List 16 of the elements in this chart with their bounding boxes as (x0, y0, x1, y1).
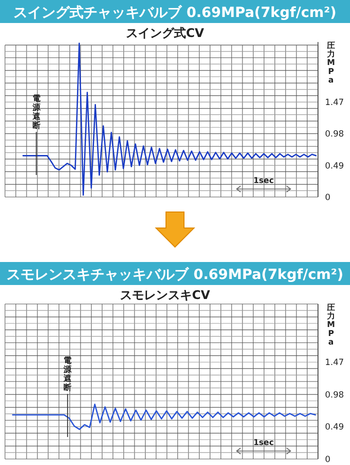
annotation: 1sec (253, 176, 274, 185)
y-tick-label: 1.47 (325, 98, 344, 108)
y-axis-title: 圧力MPa (326, 41, 336, 84)
y-axis-title: 圧力MPa (326, 303, 336, 346)
chart-subtitle: スイング式CV (126, 26, 205, 40)
y-tick-label: 0.98 (325, 130, 344, 140)
chart-subtitle: スモレンスキCV (120, 288, 211, 302)
y-tick-label: 0.98 (325, 390, 344, 400)
chart-title: スモレンスキチャッキバルブ 0.69MPa(7kgf/cm²) (6, 266, 344, 283)
y-tick-label: 1.47 (325, 358, 344, 368)
y-tick-label: 0 (325, 455, 330, 465)
y-tick-label: 0 (325, 193, 330, 203)
y-tick-label: 0.49 (325, 161, 344, 172)
y-tick-label: 0.49 (325, 422, 344, 433)
chart-title: スイング式チャッキバルブ 0.69MPa(7kgf/cm²) (14, 4, 336, 21)
annotation: 1sec (253, 438, 274, 447)
